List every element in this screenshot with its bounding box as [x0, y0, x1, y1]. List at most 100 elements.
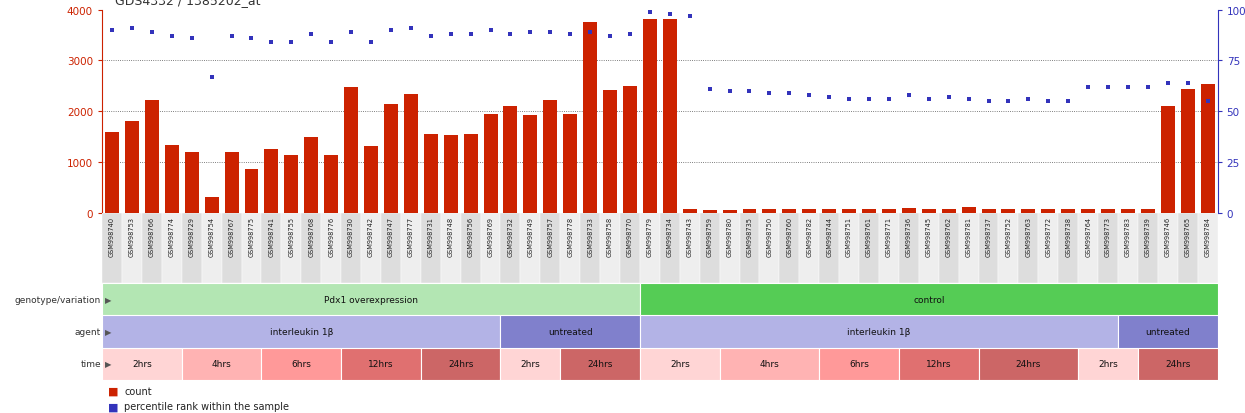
Point: [202, 74, 222, 81]
Point: [500, 32, 520, 38]
Bar: [261, 348, 341, 380]
Bar: [321, 213, 341, 283]
Text: ■: ■: [108, 386, 118, 396]
Bar: [204, 197, 219, 213]
Point: [381, 28, 401, 34]
Bar: [1001, 209, 1016, 213]
Text: GSM998777: GSM998777: [408, 216, 413, 256]
Bar: [921, 209, 936, 213]
Point: [301, 32, 321, 38]
Bar: [722, 210, 737, 213]
Text: GSM998740: GSM998740: [110, 216, 115, 256]
Point: [620, 32, 640, 38]
Text: GSM998745: GSM998745: [926, 216, 931, 256]
Bar: [301, 213, 321, 283]
Text: Pdx1 overexpression: Pdx1 overexpression: [324, 295, 418, 304]
Bar: [500, 213, 520, 283]
Bar: [1138, 348, 1218, 380]
Text: GSM998730: GSM998730: [349, 216, 354, 256]
Text: GSM998758: GSM998758: [608, 216, 613, 256]
Bar: [344, 88, 359, 213]
Bar: [1118, 213, 1138, 283]
Bar: [799, 213, 819, 283]
Point: [242, 36, 261, 43]
Text: control: control: [913, 295, 945, 304]
Bar: [979, 213, 998, 283]
Text: GSM998731: GSM998731: [428, 216, 433, 256]
Bar: [839, 213, 859, 283]
Bar: [899, 348, 979, 380]
Text: GSM998781: GSM998781: [966, 216, 971, 256]
Bar: [959, 213, 979, 283]
Bar: [702, 210, 717, 213]
Bar: [443, 135, 458, 213]
Text: GSM998773: GSM998773: [1106, 216, 1111, 256]
Text: GSM998736: GSM998736: [906, 216, 911, 256]
Bar: [1140, 209, 1155, 213]
Bar: [700, 213, 720, 283]
Bar: [660, 213, 680, 283]
Text: time: time: [80, 359, 101, 368]
Point: [1098, 84, 1118, 91]
Bar: [1158, 213, 1178, 283]
Text: GSM998744: GSM998744: [827, 216, 832, 256]
Bar: [899, 213, 919, 283]
Bar: [1120, 209, 1135, 213]
Text: GSM998733: GSM998733: [588, 216, 593, 256]
Bar: [1160, 107, 1175, 213]
Bar: [642, 20, 657, 213]
Bar: [603, 91, 618, 213]
Bar: [341, 213, 361, 283]
Text: GSM998778: GSM998778: [568, 216, 573, 256]
Point: [959, 97, 979, 103]
Bar: [1180, 90, 1195, 213]
Point: [799, 93, 819, 99]
Bar: [261, 213, 281, 283]
Bar: [463, 134, 478, 213]
Point: [640, 9, 660, 16]
Text: GSM998750: GSM998750: [767, 216, 772, 256]
Bar: [640, 316, 1118, 348]
Point: [779, 90, 799, 97]
Bar: [1018, 213, 1038, 283]
Text: GSM998783: GSM998783: [1125, 216, 1130, 256]
Text: GDS4332 / 1385202_at: GDS4332 / 1385202_at: [115, 0, 260, 7]
Bar: [819, 348, 899, 380]
Text: GSM998775: GSM998775: [249, 216, 254, 256]
Text: 12hrs: 12hrs: [926, 359, 951, 368]
Text: 2hrs: 2hrs: [1098, 359, 1118, 368]
Bar: [144, 101, 159, 213]
Text: GSM998767: GSM998767: [229, 216, 234, 256]
Text: GSM998752: GSM998752: [1006, 216, 1011, 256]
Bar: [401, 213, 421, 283]
Bar: [620, 213, 640, 283]
Text: ▶: ▶: [105, 359, 111, 368]
Bar: [1178, 213, 1198, 283]
Bar: [819, 213, 839, 283]
Text: GSM998769: GSM998769: [488, 216, 493, 256]
Bar: [202, 213, 222, 283]
Bar: [640, 213, 660, 283]
Point: [560, 32, 580, 38]
Text: GSM998741: GSM998741: [269, 216, 274, 256]
Bar: [341, 348, 421, 380]
Text: GSM998747: GSM998747: [388, 216, 393, 256]
Point: [680, 14, 700, 20]
Text: GSM998764: GSM998764: [1086, 216, 1091, 256]
Bar: [662, 20, 677, 213]
Text: GSM998770: GSM998770: [627, 216, 632, 256]
Text: GSM998772: GSM998772: [1046, 216, 1051, 256]
Bar: [622, 87, 637, 213]
Point: [1078, 84, 1098, 91]
Point: [361, 40, 381, 46]
Bar: [102, 213, 122, 283]
Bar: [184, 152, 199, 213]
Text: untreated: untreated: [548, 327, 593, 336]
Text: percentile rank within the sample: percentile rank within the sample: [124, 401, 290, 411]
Bar: [560, 348, 640, 380]
Text: GSM998756: GSM998756: [468, 216, 473, 256]
Text: GSM998776: GSM998776: [329, 216, 334, 256]
Point: [1018, 97, 1038, 103]
Point: [520, 30, 540, 36]
Text: 24hrs: 24hrs: [1016, 359, 1041, 368]
